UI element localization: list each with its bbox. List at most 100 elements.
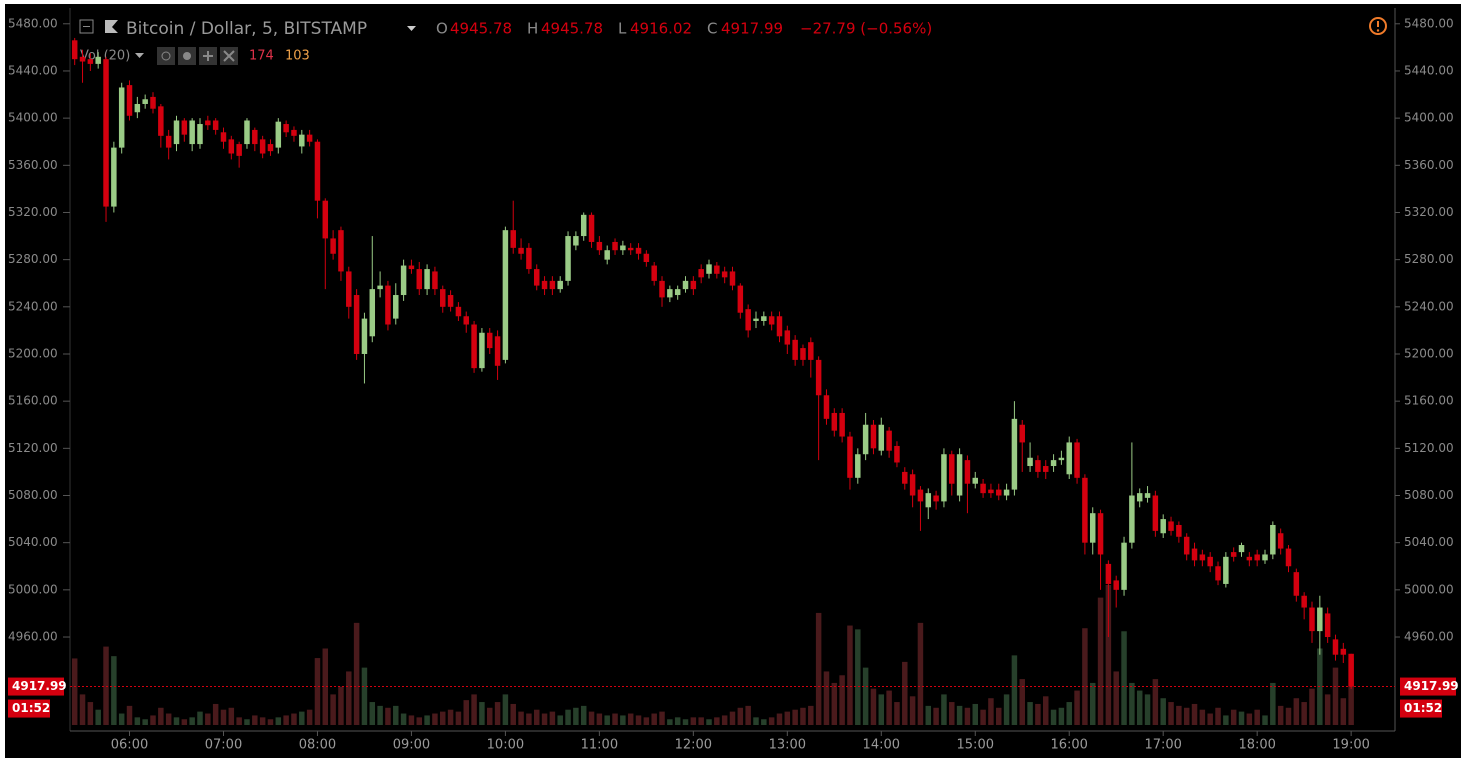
- collapse-button[interactable]: [79, 19, 94, 34]
- candle-body: [361, 318, 368, 354]
- candle-body: [815, 359, 822, 396]
- volume-bar: [1332, 667, 1339, 725]
- x-tick-label: 17:00: [1144, 738, 1181, 753]
- candle-body: [972, 477, 979, 484]
- volume-bar: [533, 709, 540, 725]
- volume-bar: [729, 711, 736, 725]
- volume-bar: [416, 717, 423, 725]
- candle-body: [369, 289, 376, 337]
- chart-background: [5, 4, 1461, 758]
- candle-body: [776, 316, 783, 337]
- candle-body: [729, 271, 736, 286]
- y-tick-label: 5120.00: [1404, 441, 1454, 455]
- candle-body: [1113, 580, 1119, 590]
- volume-bar: [510, 703, 516, 725]
- volume-bar: [643, 717, 650, 725]
- candle-body: [1317, 607, 1323, 632]
- candle-body: [800, 348, 806, 360]
- volume-bar: [259, 717, 266, 725]
- volume-bar: [1285, 707, 1292, 725]
- volume-bar: [917, 622, 924, 725]
- volume-bar: [526, 713, 532, 725]
- volume-bar: [1152, 679, 1159, 725]
- candle-body: [1011, 418, 1018, 490]
- volume-bar: [737, 707, 744, 725]
- candle-body: [1191, 548, 1198, 561]
- volume-bar: [761, 719, 767, 725]
- ohlc-label: L: [618, 20, 627, 38]
- candles: [71, 37, 1354, 689]
- settings-button[interactable]: [157, 47, 175, 65]
- volume-bar: [1066, 702, 1072, 725]
- volume-bar: [635, 715, 642, 725]
- volume-bar: [714, 717, 720, 725]
- volume-bar: [471, 694, 477, 725]
- volume-bar: [1011, 655, 1018, 725]
- candle-body: [494, 336, 501, 366]
- x-tick-label: 10:00: [487, 738, 524, 753]
- volume-bar: [956, 705, 963, 725]
- candle-body: [1199, 554, 1206, 561]
- candle-body: [228, 139, 235, 154]
- volume-bar: [612, 713, 618, 725]
- candle-body: [956, 454, 963, 496]
- y-tick-label: 5240.00: [8, 299, 58, 313]
- candle-body: [416, 269, 423, 290]
- candle-body: [306, 134, 313, 142]
- volume-value: 174: [249, 49, 274, 64]
- volume-bar: [189, 717, 195, 725]
- candle-body: [1223, 556, 1229, 584]
- candle-body: [189, 120, 195, 145]
- candle-body: [259, 139, 266, 154]
- last-price-label: 4917.99: [12, 679, 67, 693]
- candle-body: [252, 129, 258, 145]
- candle-body: [870, 424, 877, 449]
- candle-body: [1285, 548, 1292, 567]
- volume-bar: [236, 717, 242, 725]
- volume-bar: [627, 713, 634, 725]
- volume-bar: [205, 713, 211, 725]
- volume-bar: [1348, 658, 1354, 725]
- candle-body: [71, 40, 78, 60]
- symbol-dropdown[interactable]: [407, 26, 416, 31]
- volume-bar: [400, 713, 407, 725]
- candle-body: [447, 295, 454, 307]
- candle-body: [1309, 607, 1315, 632]
- candle-body: [620, 245, 626, 251]
- alert-icon[interactable]: [1369, 17, 1387, 35]
- x-tick-label: 12:00: [675, 738, 712, 753]
- volume-bar: [1223, 715, 1229, 725]
- candle-body: [1035, 460, 1041, 472]
- ohlc-value: 4945.78: [541, 20, 603, 38]
- volume-bar: [361, 667, 368, 725]
- volume-bar: [479, 702, 485, 725]
- volume-bar: [831, 682, 838, 725]
- volume-bar: [1003, 694, 1010, 725]
- candle-body: [142, 99, 148, 104]
- volume-bar: [369, 702, 376, 725]
- volume-bar: [823, 671, 830, 725]
- candle-body: [220, 132, 227, 142]
- last-price-box: [1400, 677, 1456, 696]
- candle-body: [604, 250, 610, 260]
- candle-body: [79, 56, 86, 62]
- volume-bar: [463, 700, 469, 725]
- candle-body: [158, 106, 164, 136]
- candle-body: [346, 271, 352, 307]
- icon: [183, 52, 191, 60]
- candle-body: [1042, 466, 1049, 472]
- volume-bar: [784, 711, 791, 725]
- candle-body: [894, 445, 900, 463]
- volume-bar: [902, 661, 908, 725]
- volume-bar: [228, 707, 235, 725]
- y-tick-label: 5080.00: [1404, 488, 1454, 502]
- volume-bar: [1277, 705, 1284, 725]
- alert-icon-dot: [1376, 29, 1380, 32]
- volume-bar: [346, 671, 352, 725]
- volume-bar: [933, 707, 939, 725]
- volume-bar: [353, 622, 360, 725]
- volume-dropdown[interactable]: [135, 53, 144, 58]
- volume-bar: [1074, 690, 1080, 725]
- volume-bar: [674, 717, 681, 725]
